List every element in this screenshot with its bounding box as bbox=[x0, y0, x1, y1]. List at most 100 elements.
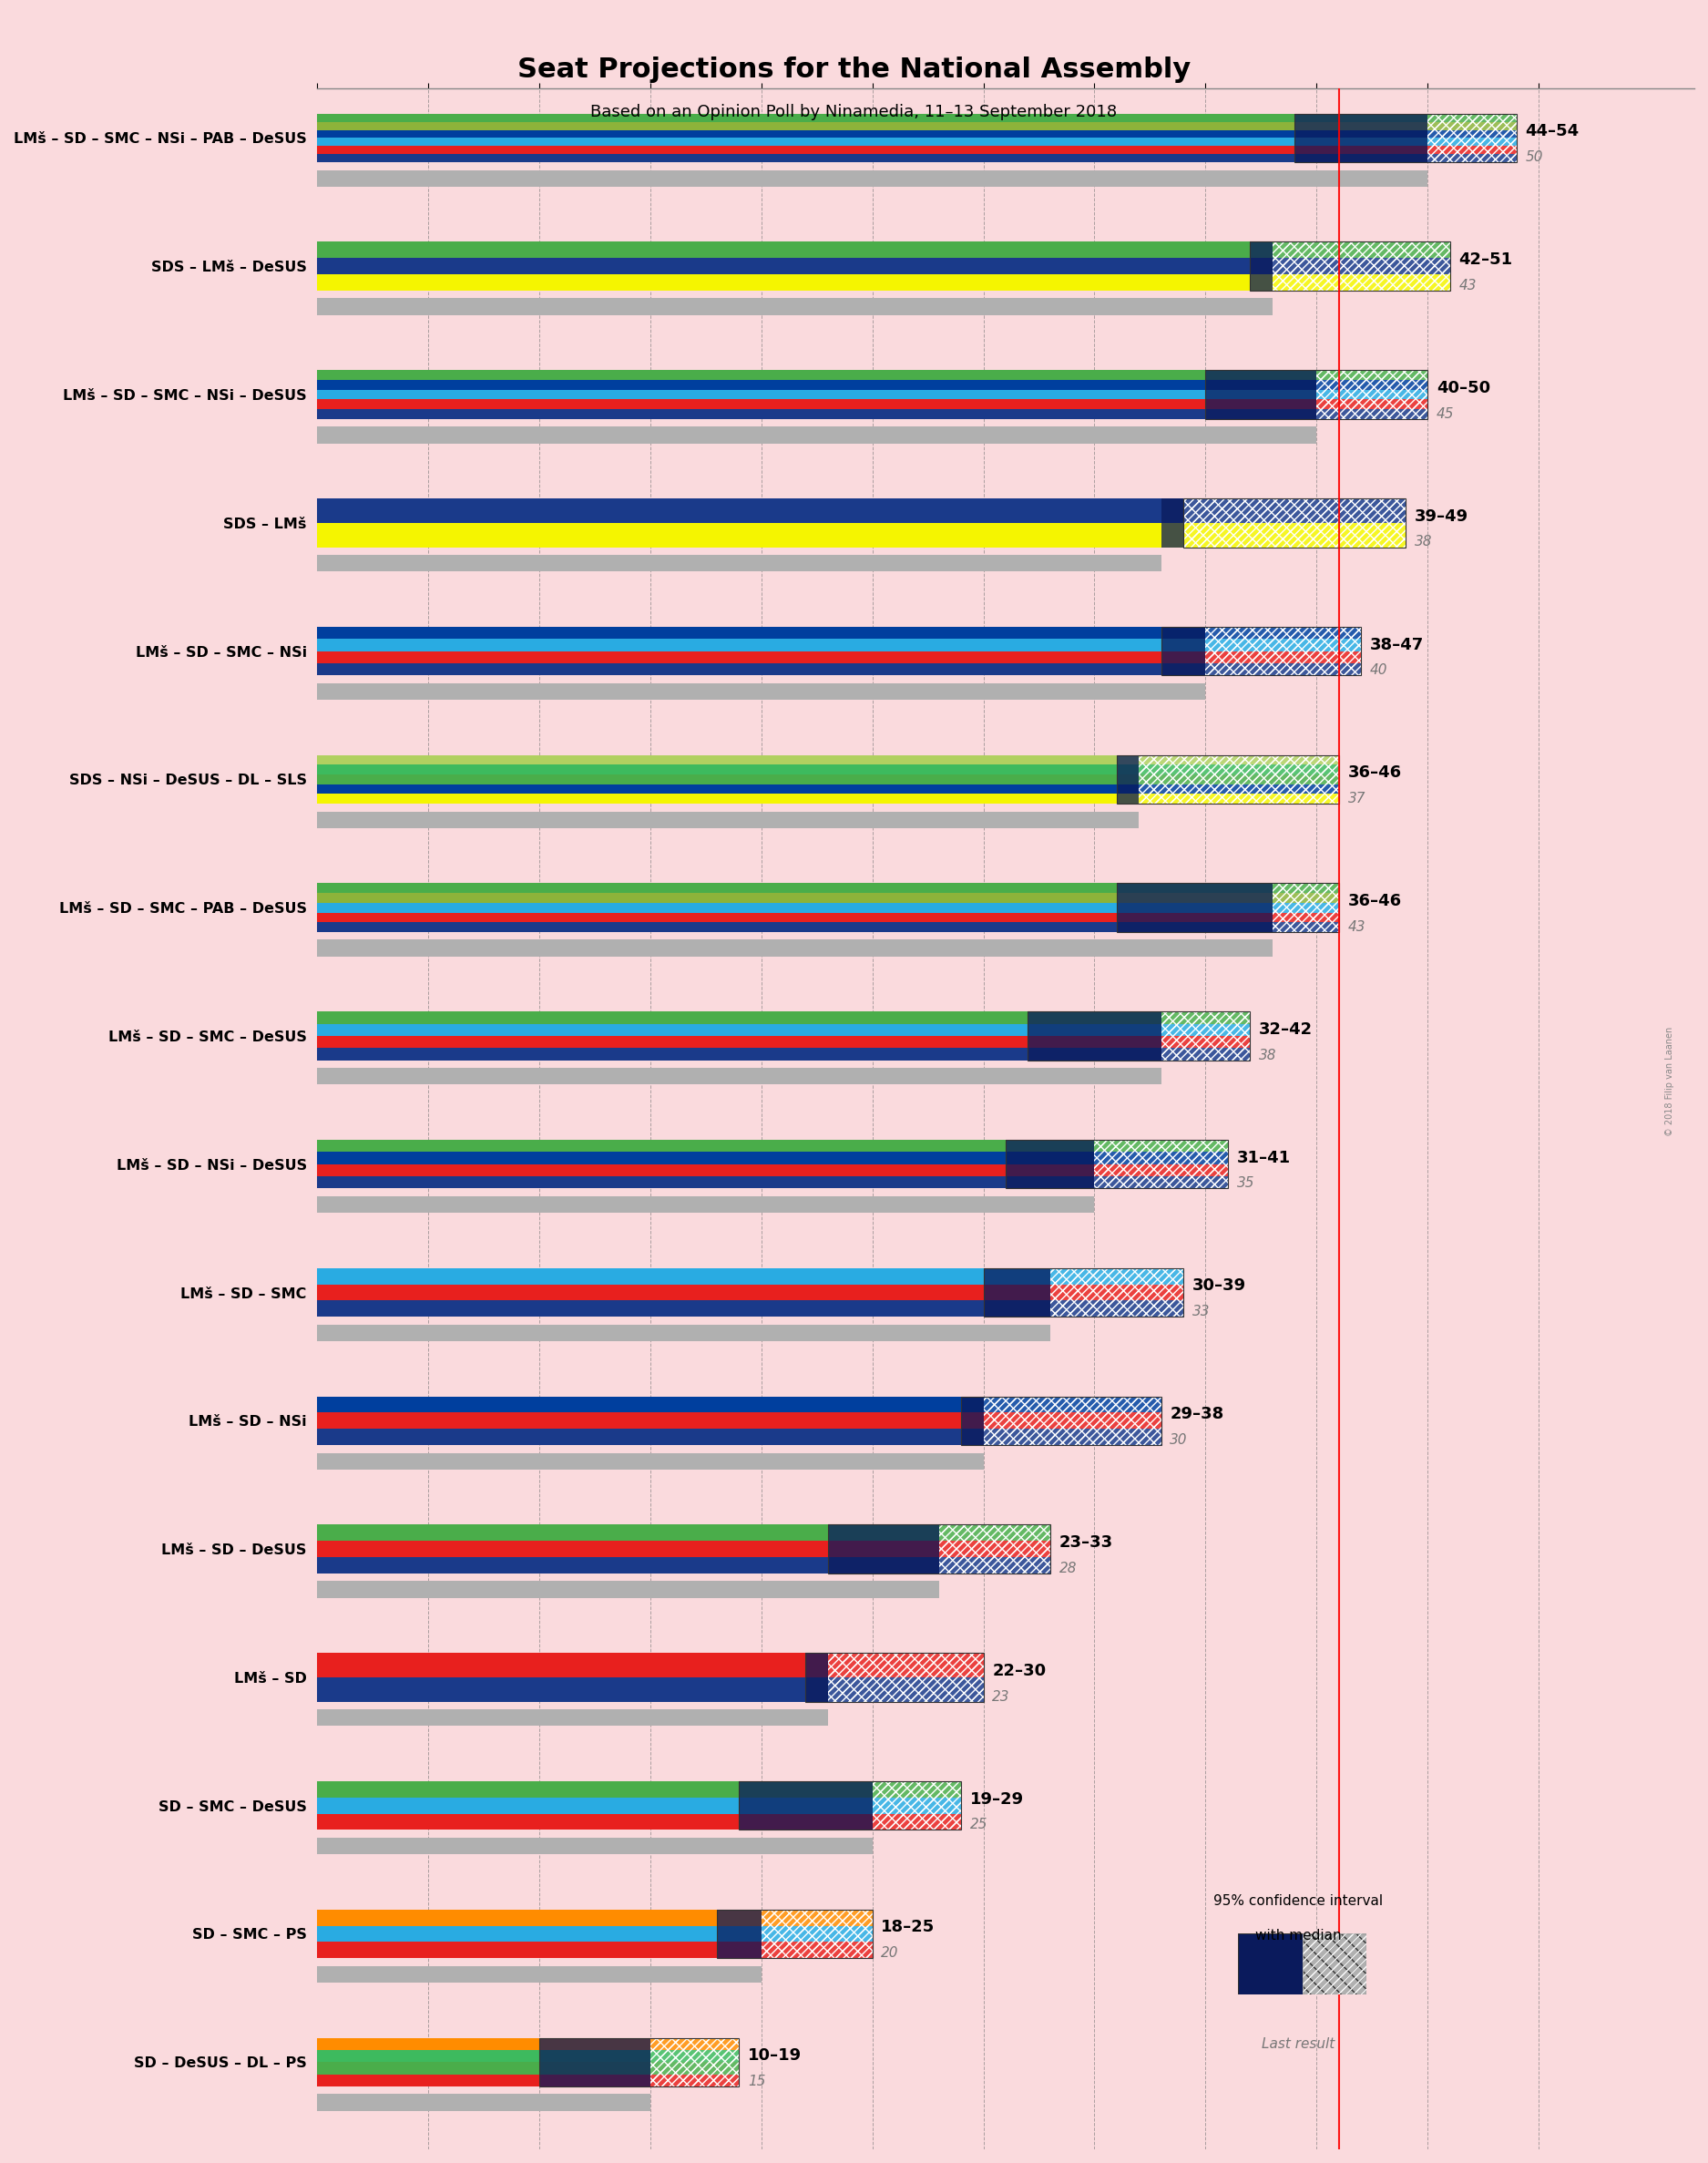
Bar bbox=[717, 1910, 873, 1958]
Text: 36–46: 36–46 bbox=[1348, 766, 1402, 781]
Bar bbox=[1206, 389, 1317, 400]
Bar bbox=[1117, 755, 1339, 805]
Bar bbox=[717, 1910, 873, 1958]
Text: 33: 33 bbox=[1192, 1304, 1209, 1319]
Bar bbox=[717, 1942, 762, 1958]
Bar bbox=[1161, 627, 1361, 675]
Bar bbox=[1028, 1012, 1250, 1060]
Bar bbox=[962, 1397, 1161, 1445]
Text: 29–38: 29–38 bbox=[1170, 1406, 1225, 1423]
Bar bbox=[318, 1525, 1050, 1540]
Text: with median: with median bbox=[1255, 1929, 1341, 1942]
Bar bbox=[1006, 1140, 1228, 1187]
Bar bbox=[318, 893, 1339, 902]
Bar bbox=[318, 1925, 873, 1942]
Bar bbox=[1303, 1934, 1366, 1994]
Bar bbox=[1295, 154, 1428, 162]
Bar bbox=[540, 2051, 651, 2061]
Text: 37: 37 bbox=[1348, 792, 1365, 805]
Text: 28: 28 bbox=[1059, 1562, 1076, 1575]
Bar bbox=[318, 1815, 962, 1830]
Bar bbox=[318, 1454, 984, 1469]
Bar bbox=[828, 1525, 1050, 1573]
Bar bbox=[717, 1910, 873, 1958]
Bar bbox=[318, 794, 1339, 805]
Bar bbox=[318, 2061, 740, 2074]
Bar bbox=[318, 2094, 651, 2111]
Bar bbox=[1006, 1177, 1095, 1187]
Bar bbox=[1117, 883, 1339, 932]
Bar bbox=[318, 1653, 984, 1676]
Bar bbox=[318, 1324, 1050, 1341]
Bar bbox=[806, 1653, 984, 1702]
Bar bbox=[717, 1910, 762, 1958]
Bar bbox=[540, 2038, 651, 2051]
Bar bbox=[1006, 1153, 1095, 1164]
Text: 42–51: 42–51 bbox=[1459, 251, 1513, 268]
Bar bbox=[806, 1653, 984, 1702]
Bar bbox=[984, 1268, 1184, 1317]
Bar bbox=[318, 1049, 1250, 1060]
Bar bbox=[540, 2038, 740, 2087]
Bar bbox=[1250, 242, 1272, 257]
Bar bbox=[1028, 1049, 1161, 1060]
Bar bbox=[540, 2061, 651, 2074]
Bar bbox=[318, 257, 1450, 275]
Bar bbox=[1206, 370, 1428, 420]
Bar bbox=[318, 1036, 1250, 1049]
Bar bbox=[1117, 913, 1272, 921]
Bar bbox=[318, 115, 1517, 121]
Bar bbox=[1006, 1164, 1095, 1177]
Bar bbox=[318, 2074, 740, 2087]
Bar bbox=[962, 1397, 984, 1445]
Text: 30: 30 bbox=[1170, 1434, 1187, 1447]
Text: 22–30: 22–30 bbox=[992, 1663, 1045, 1678]
Bar bbox=[1206, 400, 1317, 409]
Bar bbox=[318, 1268, 1184, 1285]
Text: 44–54: 44–54 bbox=[1525, 123, 1580, 141]
Bar bbox=[1295, 115, 1428, 121]
Bar bbox=[318, 684, 1206, 701]
Bar bbox=[318, 409, 1428, 420]
Bar bbox=[318, 242, 1450, 257]
Text: 38–47: 38–47 bbox=[1370, 636, 1424, 653]
Bar bbox=[318, 1012, 1250, 1023]
Text: 25: 25 bbox=[970, 1817, 987, 1832]
Bar bbox=[318, 400, 1428, 409]
Bar bbox=[1161, 664, 1206, 675]
Bar bbox=[318, 755, 1339, 766]
Bar bbox=[318, 939, 1272, 956]
Bar bbox=[1161, 651, 1206, 664]
Bar bbox=[318, 1540, 1050, 1557]
Bar bbox=[318, 638, 1361, 651]
Bar bbox=[962, 1397, 1161, 1445]
Bar bbox=[1161, 627, 1361, 675]
Bar bbox=[318, 1942, 873, 1958]
Bar bbox=[1238, 1934, 1303, 1994]
Bar bbox=[318, 1839, 873, 1854]
Text: 36–46: 36–46 bbox=[1348, 893, 1402, 908]
Bar bbox=[962, 1397, 984, 1412]
Bar bbox=[318, 2038, 740, 2051]
Bar bbox=[1184, 497, 1406, 547]
Bar bbox=[1206, 370, 1428, 420]
Text: Based on an Opinion Poll by Ninamedia, 11–13 September 2018: Based on an Opinion Poll by Ninamedia, 1… bbox=[591, 104, 1117, 121]
Bar bbox=[984, 1268, 1184, 1317]
Text: 23–33: 23–33 bbox=[1059, 1534, 1114, 1551]
Bar bbox=[962, 1397, 1161, 1445]
Bar bbox=[318, 1164, 1228, 1177]
Bar bbox=[1303, 1934, 1366, 1994]
Bar bbox=[318, 883, 1339, 893]
Text: 23: 23 bbox=[992, 1689, 1009, 1702]
Bar bbox=[1184, 497, 1406, 547]
Bar bbox=[318, 147, 1517, 154]
Bar bbox=[740, 1780, 962, 1830]
Bar bbox=[806, 1653, 828, 1676]
Bar bbox=[1006, 1140, 1095, 1187]
Bar bbox=[318, 1177, 1228, 1187]
Bar bbox=[1295, 121, 1428, 130]
Bar bbox=[1006, 1140, 1228, 1187]
Bar bbox=[740, 1815, 873, 1830]
Bar bbox=[1206, 370, 1317, 381]
Bar bbox=[1161, 497, 1184, 523]
